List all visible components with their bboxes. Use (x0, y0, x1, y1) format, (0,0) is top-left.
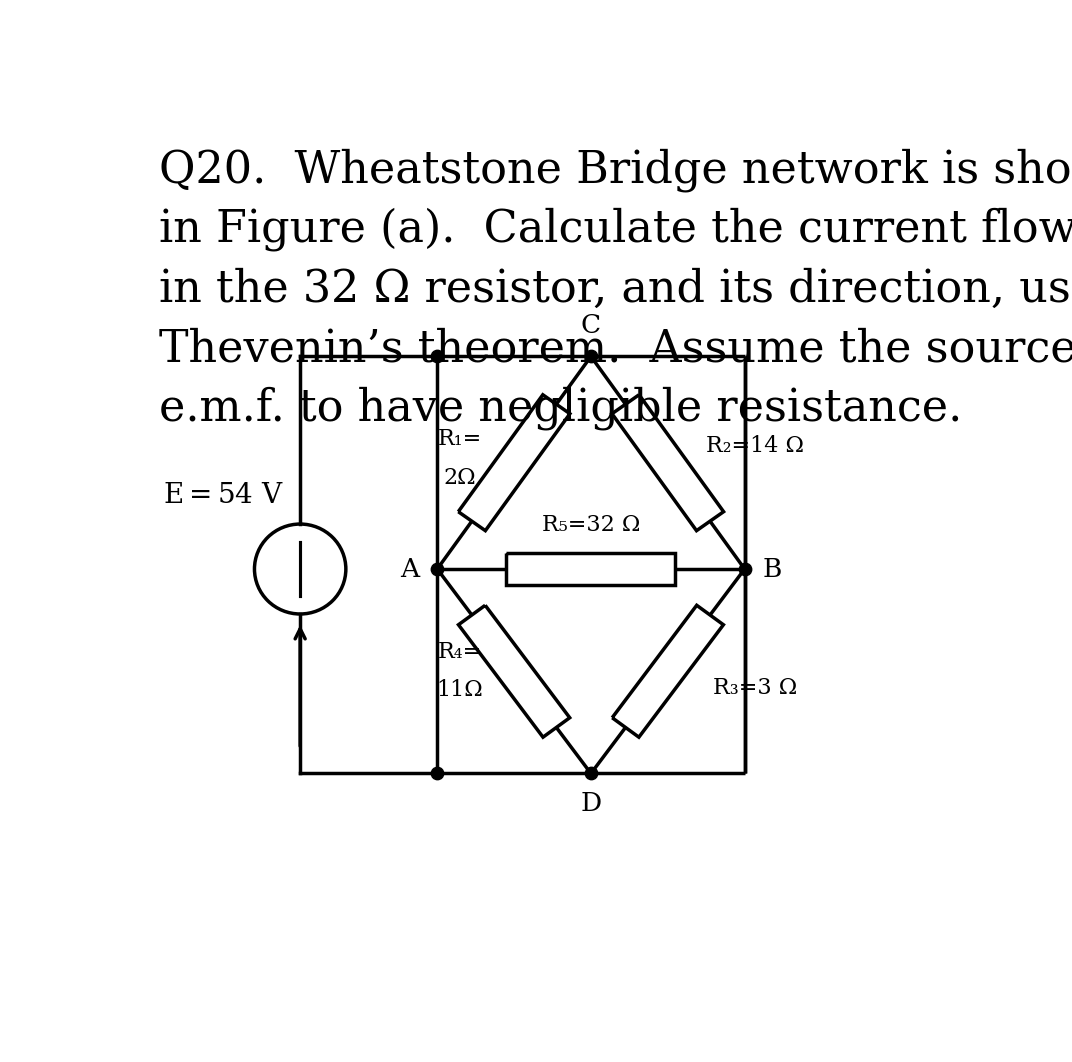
Text: R₂=14 Ω: R₂=14 Ω (706, 435, 804, 458)
Text: R₃=3 Ω: R₃=3 Ω (713, 676, 798, 699)
Point (429, 348, 446, 365)
Text: E$=$54 V: E$=$54 V (163, 482, 283, 509)
Text: Thevenin’s theorem.  Assume the source of: Thevenin’s theorem. Assume the source of (159, 327, 1072, 371)
Text: R₅=32 Ω: R₅=32 Ω (541, 514, 640, 536)
Text: e.m.f. to have negligible resistance.: e.m.f. to have negligible resistance. (159, 387, 963, 430)
Text: 2Ω: 2Ω (444, 467, 476, 489)
Text: B: B (763, 556, 783, 582)
Text: R₄=: R₄= (438, 641, 482, 663)
Text: in Figure (a).  Calculate the current flowing: in Figure (a). Calculate the current flo… (159, 207, 1072, 252)
Text: 11Ω: 11Ω (436, 680, 483, 701)
Point (582, 348, 599, 365)
Text: Q20.  Wheatstone Bridge network is shown: Q20. Wheatstone Bridge network is shown (159, 148, 1072, 191)
Text: D: D (580, 791, 601, 817)
Text: A: A (400, 556, 419, 582)
Text: in the 32 Ω resistor, and its direction, using: in the 32 Ω resistor, and its direction,… (159, 268, 1072, 311)
Point (429, 765, 446, 782)
Point (429, 561, 446, 578)
Text: R₁=: R₁= (438, 428, 482, 450)
Text: C: C (581, 313, 601, 339)
Point (736, 561, 754, 578)
Point (582, 765, 599, 782)
